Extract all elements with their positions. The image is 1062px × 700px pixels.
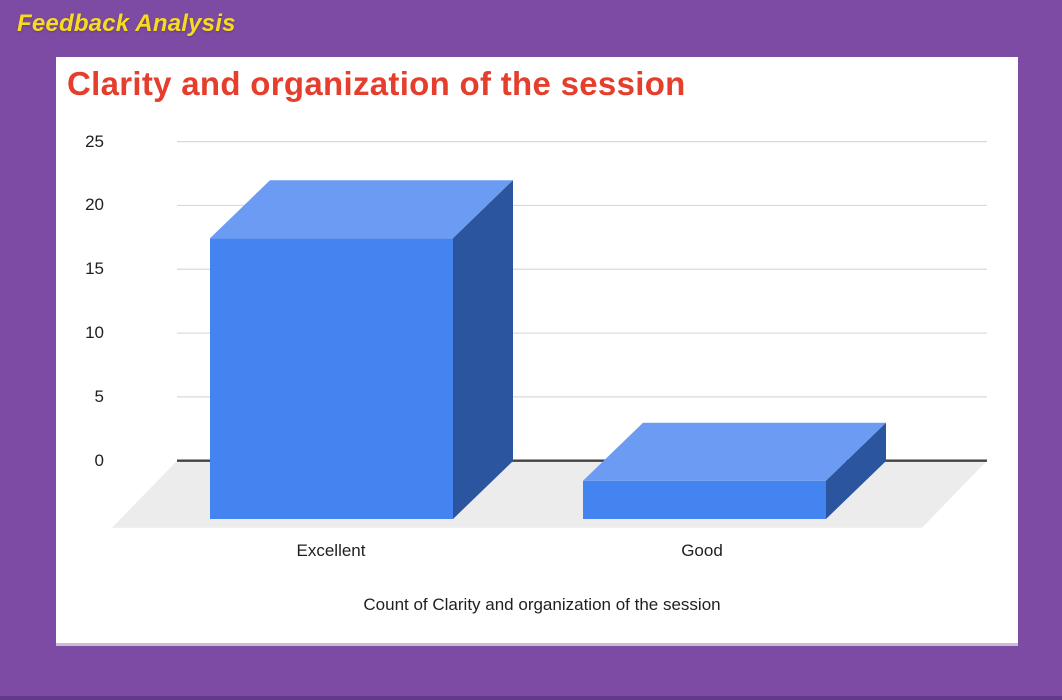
bar-chart-plot (112, 140, 987, 528)
bar-side-good (826, 422, 886, 519)
y-tick-label-20: 20 (85, 195, 104, 214)
bar-front-good (583, 480, 826, 519)
page-title: Feedback Analysis (17, 10, 236, 37)
x-category-label-good: Good (681, 541, 723, 560)
bottom-accent-strip (0, 696, 1062, 700)
y-tick-label-15: 15 (85, 259, 104, 278)
bar-side-excellent (453, 180, 513, 519)
bar-top-excellent (210, 180, 513, 239)
x-axis-title: Count of Clarity and organization of the… (363, 595, 721, 614)
x-category-label-excellent: Excellent (296, 541, 366, 560)
chart-card: Clarity and organization of the session … (56, 57, 1018, 643)
bar-front-excellent (210, 238, 453, 519)
y-tick-label-25: 25 (85, 132, 104, 151)
bar-top-good (583, 422, 886, 481)
y-tick-label-10: 10 (85, 323, 104, 342)
y-tick-label-0: 0 (94, 451, 104, 470)
chart-title: Clarity and organization of the session (67, 65, 686, 102)
y-tick-label-5: 5 (94, 387, 104, 406)
